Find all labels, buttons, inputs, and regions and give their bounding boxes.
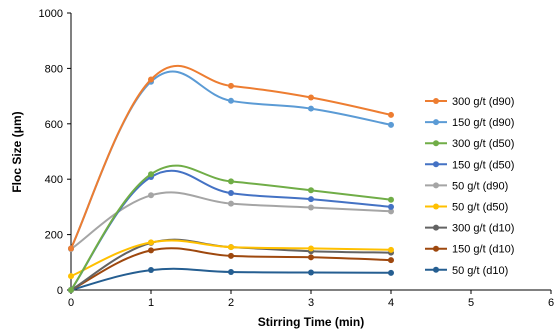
x-tick-label: 3 <box>308 297 314 309</box>
data-point <box>308 196 314 203</box>
data-point <box>148 192 154 199</box>
data-point <box>308 187 314 194</box>
legend-item: 50 g/t (d90) <box>425 180 508 192</box>
legend-label: 50 g/t (d10) <box>452 265 508 277</box>
data-point <box>148 76 154 83</box>
legend-marker <box>433 182 439 189</box>
data-point <box>228 244 234 251</box>
data-point <box>388 111 394 118</box>
data-point <box>148 171 154 178</box>
series-150-g-t-d90 <box>68 70 394 252</box>
legend-marker <box>433 224 439 231</box>
legend-marker <box>433 245 439 252</box>
legend-marker <box>433 161 439 168</box>
series-lines <box>68 65 394 293</box>
y-axis-title: Floc Size (μm) <box>10 111 24 192</box>
data-point <box>388 196 394 203</box>
data-point <box>228 190 234 197</box>
y-tick-label: 1000 <box>39 8 63 20</box>
legend-label: 50 g/t (d90) <box>452 180 508 192</box>
legend-marker <box>433 119 439 126</box>
legend-label: 50 g/t (d50) <box>452 202 508 214</box>
legend-item: 150 g/t (d90) <box>425 117 514 129</box>
axes: 0 200 400 600 800 1000 0 1 2 3 4 5 6 <box>39 8 555 309</box>
legend-marker <box>433 98 439 104</box>
data-point <box>388 203 394 210</box>
data-point <box>388 257 394 264</box>
x-tick-label: 1 <box>148 297 154 309</box>
data-point <box>228 97 234 104</box>
data-point <box>308 94 314 101</box>
series-50-g-t-d10 <box>68 267 394 293</box>
data-point <box>388 121 394 128</box>
data-point <box>228 252 234 259</box>
data-point <box>308 204 314 211</box>
y-tick-label: 400 <box>45 174 63 186</box>
data-point <box>228 178 234 185</box>
legend-item: 50 g/t (d10) <box>425 265 508 277</box>
data-point <box>68 273 74 280</box>
series-300-g-t-d50 <box>68 164 394 293</box>
data-point <box>228 200 234 207</box>
data-point <box>388 208 394 215</box>
data-point <box>228 268 234 275</box>
legend-label: 150 g/t (d50) <box>452 159 514 171</box>
legend-label: 300 g/t (d50) <box>452 138 514 150</box>
x-axis-title: Stirring Time (min) <box>258 315 364 329</box>
legend-label: 300 g/t (d10) <box>452 223 514 235</box>
data-point <box>148 267 154 274</box>
data-point <box>388 269 394 276</box>
data-point <box>228 82 234 89</box>
y-tick-label: 800 <box>45 63 63 75</box>
legend-label: 150 g/t (d10) <box>452 244 514 256</box>
y-tick-label: 600 <box>45 119 63 131</box>
data-point <box>308 269 314 276</box>
legend-label: 150 g/t (d90) <box>452 117 514 129</box>
legend-item: 150 g/t (d10) <box>425 244 514 256</box>
series-50-g-t-d90 <box>68 191 394 253</box>
data-point <box>148 239 154 246</box>
legend-item: 300 g/t (d50) <box>425 138 514 150</box>
series-300-g-t-d90 <box>68 65 394 252</box>
x-tick-label: 0 <box>68 297 74 309</box>
legend-marker <box>433 203 439 210</box>
y-tick-label: 0 <box>57 285 63 297</box>
legend: 300 g/t (d90) 150 g/t (d90) 300 g/t (d50) 1… <box>425 96 514 277</box>
legend-item: 50 g/t (d50) <box>425 202 508 214</box>
data-point <box>148 247 154 254</box>
data-point <box>308 254 314 261</box>
series-line <box>70 65 392 249</box>
legend-marker <box>433 140 439 147</box>
legend-item: 300 g/t (d10) <box>425 223 514 235</box>
y-tick-label: 200 <box>45 230 63 242</box>
x-tick-label: 5 <box>468 297 474 309</box>
x-tick-label: 6 <box>548 297 554 309</box>
data-point <box>308 245 314 252</box>
legend-item: 300 g/t (d90) <box>425 96 514 108</box>
data-point <box>68 287 74 293</box>
legend-marker <box>433 266 439 273</box>
legend-label: 300 g/t (d90) <box>452 96 514 108</box>
data-point <box>68 245 74 252</box>
legend-item: 150 g/t (d50) <box>425 159 514 171</box>
series-50-g-t-d50 <box>68 239 394 280</box>
x-tick-label: 4 <box>388 297 394 309</box>
data-point <box>388 246 394 253</box>
series-line <box>70 164 392 291</box>
x-tick-label: 2 <box>228 297 234 309</box>
data-point <box>308 105 314 112</box>
